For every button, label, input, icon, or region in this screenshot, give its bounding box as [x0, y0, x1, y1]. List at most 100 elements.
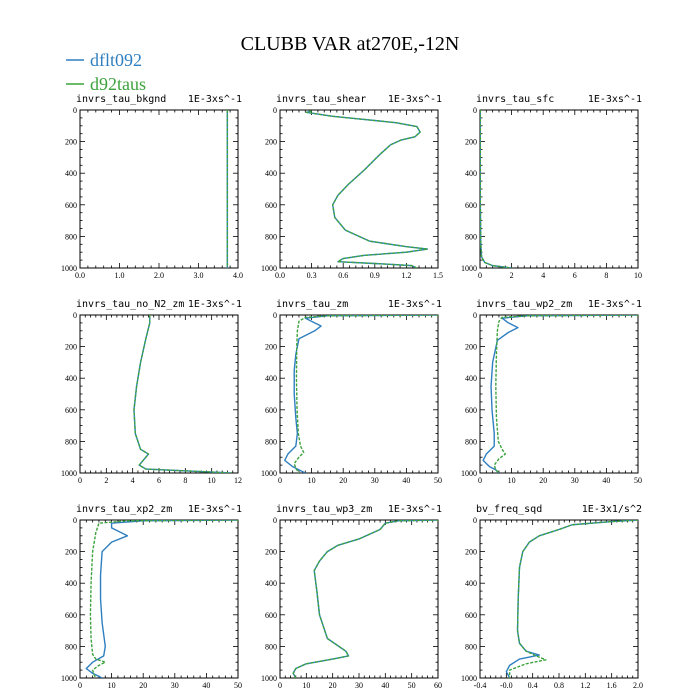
- y-tick-label: 200: [65, 138, 77, 147]
- panel-title: invrs_tau_wp2_zm: [476, 299, 572, 310]
- y-tick-label: 1000: [61, 264, 77, 273]
- panel-invrs_tau_shear: invrs_tau_shear 1E-3xs^-1 0.0 0.3 0.6 0.9 1.2 1…: [261, 94, 443, 280]
- panel-title: invrs_tau_no_N2_zm: [76, 299, 184, 310]
- y-tick-label: 0: [273, 311, 277, 320]
- x-tick-label: 0: [478, 476, 482, 485]
- x-tick-label: 50: [434, 476, 442, 485]
- panel-units: 1E-3xs^-1: [388, 504, 442, 515]
- panel-title: invrs_tau_zm: [276, 299, 348, 310]
- panel-title: invrs_tau_xp2_zm: [76, 504, 172, 515]
- y-tick-label: 1000: [261, 469, 277, 478]
- y-tick-label: 0: [273, 516, 277, 525]
- y-tick-label: 0: [73, 311, 77, 320]
- panel-title: bv_freq_sqd: [476, 504, 542, 515]
- y-tick-label: 0: [273, 106, 277, 115]
- series-line-dflt092: [505, 520, 638, 678]
- panel-title: invrs_tau_wp3_zm: [276, 504, 372, 515]
- series-line-d92taus: [508, 520, 638, 678]
- y-tick-label: 600: [465, 201, 477, 210]
- y-tick-label: 200: [465, 343, 477, 352]
- series-line-d92taus: [293, 315, 438, 473]
- y-tick-label: 800: [465, 232, 477, 241]
- x-tick-label: 10: [208, 476, 216, 485]
- y-tick-label: 400: [65, 169, 77, 178]
- x-tick-label: 0.4: [528, 681, 538, 690]
- panel-units: 1E-3xs^-1: [588, 299, 642, 310]
- y-tick-label: 200: [265, 343, 277, 352]
- panel-invrs_tau_zm: invrs_tau_zm 1E-3xs^-1 0 10 20 30 40 50 0 200 400 6…: [261, 299, 442, 485]
- y-tick-label: 1000: [261, 264, 277, 273]
- legend-label-dflt092: dflt092: [90, 50, 142, 70]
- panel-units: 1E-3xs^-1: [588, 94, 642, 105]
- x-tick-label: 2.0: [633, 681, 643, 690]
- x-tick-label: -0.0: [500, 681, 513, 690]
- x-tick-label: 60: [434, 681, 442, 690]
- series-line-d92taus: [305, 110, 429, 268]
- x-tick-label: 40: [202, 681, 210, 690]
- y-tick-label: 400: [265, 579, 277, 588]
- x-tick-label: 10: [634, 271, 642, 280]
- series-line-d92taus: [292, 520, 438, 678]
- y-tick-label: 600: [265, 611, 277, 620]
- x-tick-label: 0.0: [275, 271, 285, 280]
- y-tick-label: 800: [65, 642, 77, 651]
- panel-invrs_tau_wp3_zm: invrs_tau_wp3_zm 1E-3xs^-10 10 20 30 40 50 6002…: [261, 504, 442, 690]
- panel-title: invrs_tau_bkgnd: [76, 94, 166, 105]
- x-tick-label: 0: [478, 271, 482, 280]
- x-tick-label: 0: [278, 681, 282, 690]
- y-tick-label: 1000: [61, 674, 77, 683]
- y-tick-label: 1000: [461, 674, 477, 683]
- series-line-d92taus: [89, 520, 238, 678]
- x-tick-label: 1.2: [401, 271, 411, 280]
- x-tick-label: 10: [108, 681, 116, 690]
- legend: dflt092 d92taus: [66, 50, 146, 94]
- y-tick-label: 200: [265, 548, 277, 557]
- y-tick-label: 600: [65, 201, 77, 210]
- panel-units: 1E-3xs^-1: [388, 299, 442, 310]
- y-tick-label: 600: [465, 611, 477, 620]
- x-tick-label: 50: [634, 476, 642, 485]
- y-tick-label: 400: [65, 579, 77, 588]
- y-tick-label: 200: [465, 548, 477, 557]
- x-tick-label: -0.4: [474, 681, 487, 690]
- y-tick-label: 600: [65, 611, 77, 620]
- x-tick-label: 0: [78, 681, 82, 690]
- panel-invrs_tau_xp2_zm: invrs_tau_xp2_zm 1E-3xs^-1 0 10 20 30 40 50 0 200…: [61, 504, 242, 690]
- x-tick-label: 40: [602, 476, 610, 485]
- panel-units: 1E-3x1/s^2: [582, 504, 642, 515]
- panel-units: 1E-3xs^-1: [388, 94, 442, 105]
- y-tick-label: 400: [465, 169, 477, 178]
- x-tick-label: 0.0: [75, 271, 85, 280]
- x-tick-label: 1.2: [580, 681, 590, 690]
- y-tick-label: 800: [265, 642, 277, 651]
- x-tick-label: 20: [539, 476, 547, 485]
- x-tick-label: 10: [508, 476, 516, 485]
- panel-invrs_tau_sfc: invrs_tau_sfc 1E-3xs^-1 0 2 4 6 8 10 0 200 400 600 8…: [461, 94, 642, 280]
- panels: invrs_tau_bkgnd 1E-3xs^-1 0.0 1.0 2.0 3.0 4.0 0…: [61, 94, 643, 690]
- y-tick-label: 1000: [461, 264, 477, 273]
- y-tick-label: 0: [473, 311, 477, 320]
- plot-frame: [79, 314, 239, 474]
- series-line-dflt092: [292, 520, 438, 678]
- y-tick-label: 600: [465, 406, 477, 415]
- panel-units: 1E-3xs^-1: [188, 94, 242, 105]
- x-tick-label: 10: [308, 476, 316, 485]
- x-tick-label: 10: [302, 681, 310, 690]
- y-tick-label: 400: [265, 374, 277, 383]
- x-tick-label: 0.6: [338, 271, 348, 280]
- y-tick-label: 0: [73, 516, 77, 525]
- y-tick-label: 600: [265, 201, 277, 210]
- x-tick-label: 0.8: [554, 681, 564, 690]
- series-line-d92taus: [480, 110, 512, 268]
- legend-label-d92taus: d92taus: [90, 74, 146, 94]
- y-tick-label: 1000: [261, 674, 277, 683]
- y-tick-label: 0: [473, 106, 477, 115]
- x-tick-label: 6: [573, 271, 577, 280]
- plot-frame: [479, 519, 639, 679]
- x-tick-label: 30: [171, 681, 179, 690]
- series-line-dflt092: [482, 315, 638, 473]
- y-tick-label: 200: [465, 138, 477, 147]
- plot-frame: [479, 314, 639, 474]
- series-line-dflt092: [480, 110, 512, 268]
